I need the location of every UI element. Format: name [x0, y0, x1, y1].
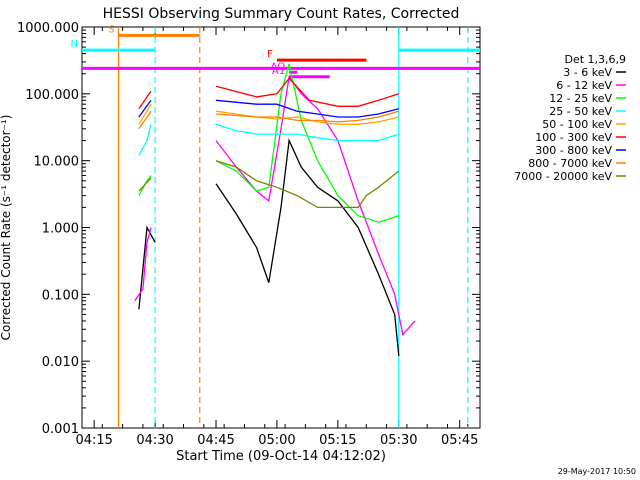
legend-entry-label: 12 - 25 keV — [549, 92, 612, 105]
y-tick-label: 0.001 — [42, 422, 79, 437]
series-line — [134, 227, 152, 302]
flag-label: F — [267, 49, 273, 60]
y-axis-label: Corrected Count Rate (s⁻¹ detector⁻¹) — [0, 115, 13, 341]
y-tick-label: 100.000 — [25, 88, 79, 103]
series-line — [138, 90, 152, 110]
x-tick-label: 04:30 — [136, 433, 173, 448]
series-line — [215, 99, 399, 118]
y-tick-label: 10.000 — [34, 155, 80, 170]
flag-label: AQ — [271, 61, 286, 72]
legend-entry-label: 800 - 7000 keV — [528, 157, 612, 170]
series-line — [215, 77, 399, 107]
x-tick-label: 05:00 — [258, 433, 295, 448]
series-line — [138, 177, 152, 192]
x-tick-label: 05:45 — [441, 433, 478, 448]
flag-label: N — [71, 39, 78, 50]
series-line — [215, 110, 399, 123]
y-tick-label: 0.010 — [42, 355, 79, 370]
legend-entry-label: 25 - 50 keV — [549, 105, 612, 118]
legend-title: Det 1,3,6,9 — [564, 53, 626, 66]
series-line — [215, 75, 416, 337]
legend-entry-label: 3 - 6 keV — [563, 66, 612, 79]
series-line — [138, 110, 152, 130]
series-line — [138, 175, 152, 196]
series-line — [138, 225, 156, 310]
series-line — [215, 110, 399, 125]
legend-entry-label: 300 - 800 keV — [535, 144, 612, 157]
series-line — [138, 99, 152, 118]
footer-date: 29-May-2017 10:50 — [558, 467, 636, 476]
flag-label: A1 — [272, 66, 285, 77]
series-line — [215, 138, 400, 356]
x-axis-label: Start Time (09-Oct-14 04:12:02) — [176, 449, 386, 464]
plot-frame — [81, 26, 481, 429]
legend-entry-label: 100 - 300 keV — [535, 131, 612, 144]
chart-title: HESSI Observing Summary Count Rates, Cor… — [103, 6, 460, 22]
x-tick-label: 05:15 — [319, 433, 356, 448]
series-line — [215, 160, 400, 209]
legend-entry-label: 50 - 100 keV — [542, 118, 612, 131]
y-tick-label: 1000.000 — [17, 21, 79, 36]
legend-entry-label: 7000 - 20000 keV — [514, 170, 612, 183]
series-line — [138, 103, 152, 125]
series-line — [138, 124, 152, 156]
y-tick-label: 1.000 — [42, 222, 79, 237]
series-line — [215, 63, 399, 223]
x-tick-label: 04:15 — [75, 433, 112, 448]
y-tick-label: 0.100 — [42, 288, 79, 303]
legend-entry-label: 6 - 12 keV — [556, 79, 612, 92]
flag-label: S — [108, 24, 114, 35]
x-tick-label: 04:45 — [197, 433, 234, 448]
x-tick-label: 05:30 — [380, 433, 417, 448]
series-line — [215, 123, 399, 142]
